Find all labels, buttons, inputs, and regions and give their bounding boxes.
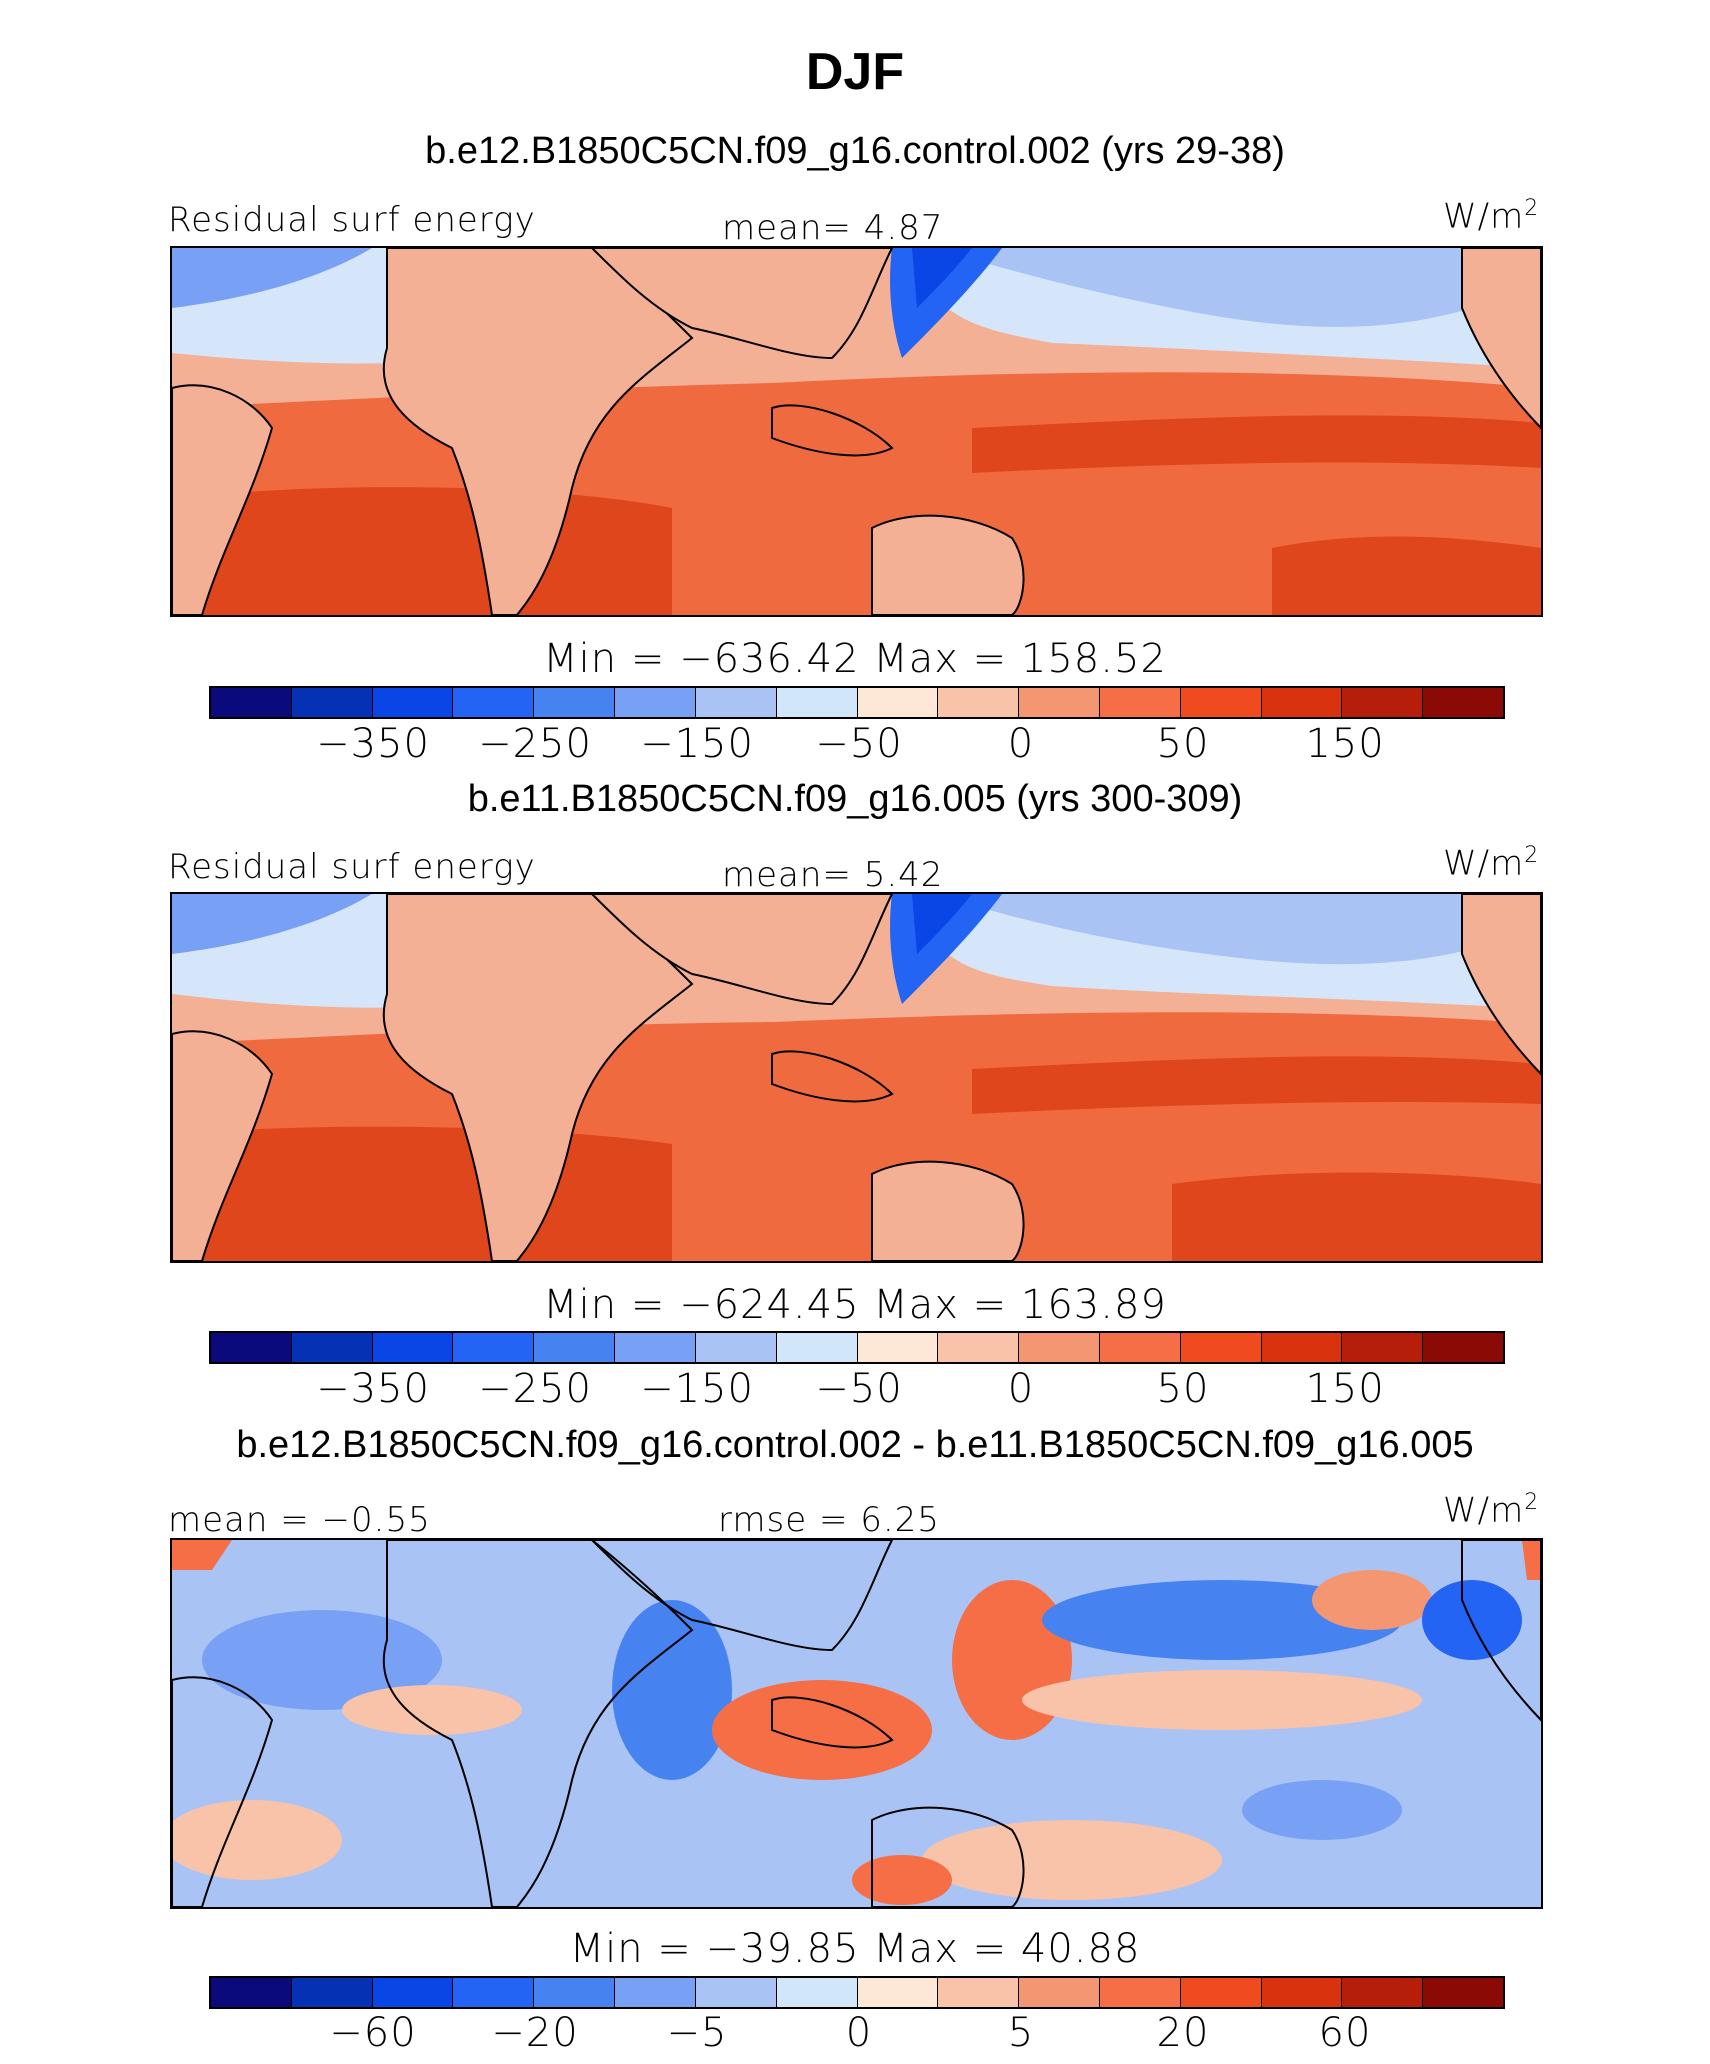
panel-2-tick: −150 [640, 1366, 754, 1412]
panel-3-rmse-label: rmse = 6.25 [718, 1500, 940, 1540]
panel-2-tick: −250 [478, 1366, 592, 1412]
colorbar-swatch [1180, 688, 1262, 717]
colorbar-swatch [1261, 688, 1343, 717]
panel-2-tick: 150 [1305, 1366, 1385, 1412]
colorbar-swatch [372, 688, 454, 717]
panel-1-tick: −150 [640, 721, 754, 767]
colorbar-swatch [1423, 1333, 1503, 1362]
colorbar-swatch [1342, 1333, 1424, 1362]
panel-2-map [170, 892, 1543, 1263]
colorbar-swatch [534, 688, 616, 717]
colorbar-swatch [211, 688, 292, 717]
panel-1-colorbar [209, 686, 1505, 719]
figure-title: DJF [805, 43, 905, 101]
colorbar-swatch [776, 1978, 858, 2007]
panel-2-tick: −50 [815, 1366, 903, 1412]
colorbar-swatch [938, 1978, 1020, 2007]
panel-3-minmax: Min = −39.85 Max = 40.88 [569, 1926, 1141, 1972]
colorbar-swatch [1099, 1978, 1181, 2007]
panel-3-units: W/m2 [1443, 1490, 1540, 1531]
colorbar-swatch [695, 688, 777, 717]
colorbar-swatch [1180, 1978, 1262, 2007]
panel-3-tick: −20 [491, 2010, 579, 2056]
panel-2-tick: 50 [1156, 1366, 1210, 1412]
colorbar-swatch [1342, 688, 1424, 717]
panel-3-tick: 60 [1318, 2010, 1372, 2056]
panel-2-tick: −350 [316, 1366, 430, 1412]
panel-2-colorbar [209, 1331, 1505, 1364]
panel-1-title: b.e12.B1850C5CN.f09_g16.control.002 (yrs… [425, 130, 1285, 172]
panel-1-tick: 0 [1007, 721, 1035, 767]
panel-2-units: W/m2 [1443, 843, 1540, 884]
panel-1-tick: −350 [316, 721, 430, 767]
panel-3-colorbar [209, 1976, 1505, 2009]
panel-1-tick: −50 [815, 721, 903, 767]
colorbar-swatch [453, 1333, 535, 1362]
colorbar-swatch [291, 688, 373, 717]
colorbar-swatch [695, 1978, 777, 2007]
panel-3-tick: 20 [1156, 2010, 1210, 2056]
colorbar-swatch [1019, 1333, 1100, 1362]
colorbar-swatch [1423, 688, 1503, 717]
colorbar-swatch [615, 1978, 696, 2007]
panel-1-minmax: Min = −636.42 Max = 158.52 [543, 636, 1167, 682]
colorbar-swatch [1019, 688, 1100, 717]
panel-2-variable-label: Residual surf energy [168, 847, 536, 887]
colorbar-swatch [776, 688, 858, 717]
panel-3-title: b.e12.B1850C5CN.f09_g16.control.002 - b.… [236, 1424, 1474, 1466]
colorbar-swatch [615, 688, 696, 717]
panel-1-tick: −250 [478, 721, 592, 767]
colorbar-swatch [372, 1978, 454, 2007]
colorbar-swatch [1099, 1333, 1181, 1362]
colorbar-swatch [534, 1978, 616, 2007]
panel-3-tick: −60 [329, 2010, 417, 2056]
panel-1-units: W/m2 [1443, 196, 1540, 237]
panel-3-tick: 5 [1007, 2010, 1035, 2056]
panel-1-variable-label: Residual surf energy [168, 200, 536, 240]
colorbar-swatch [857, 1978, 939, 2007]
colorbar-swatch [1261, 1978, 1343, 2007]
panel-3-map [170, 1538, 1543, 1909]
colorbar-swatch [776, 1333, 858, 1362]
colorbar-swatch [453, 1978, 535, 2007]
colorbar-swatch [211, 1978, 292, 2007]
panel-2-title: b.e11.B1850C5CN.f09_g16.005 (yrs 300-309… [467, 778, 1243, 820]
colorbar-swatch [1342, 1978, 1424, 2007]
panel-3-mean-label: mean = −0.55 [168, 1500, 431, 1540]
colorbar-swatch [938, 1333, 1020, 1362]
panel-3-tick: 0 [845, 2010, 873, 2056]
colorbar-swatch [534, 1333, 616, 1362]
colorbar-swatch [1099, 688, 1181, 717]
panel-1-map [170, 246, 1543, 617]
colorbar-swatch [291, 1978, 373, 2007]
panel-3-tick: −5 [666, 2010, 728, 2056]
panel-2-minmax: Min = −624.45 Max = 163.89 [543, 1282, 1167, 1328]
colorbar-swatch [615, 1333, 696, 1362]
colorbar-swatch [857, 1333, 939, 1362]
colorbar-swatch [372, 1333, 454, 1362]
colorbar-swatch [695, 1333, 777, 1362]
panel-1-mean-label: mean= 4.87 [722, 208, 944, 248]
panel-1-tick: 150 [1305, 721, 1385, 767]
colorbar-swatch [453, 688, 535, 717]
colorbar-swatch [1423, 1978, 1503, 2007]
colorbar-swatch [291, 1333, 373, 1362]
colorbar-swatch [1019, 1978, 1100, 2007]
colorbar-swatch [938, 688, 1020, 717]
colorbar-swatch [1261, 1333, 1343, 1362]
panel-1-tick: 50 [1156, 721, 1210, 767]
colorbar-swatch [211, 1333, 292, 1362]
panel-2-tick: 0 [1007, 1366, 1035, 1412]
panel-2-mean-label: mean= 5.42 [722, 855, 944, 895]
colorbar-swatch [1180, 1333, 1262, 1362]
colorbar-swatch [857, 688, 939, 717]
